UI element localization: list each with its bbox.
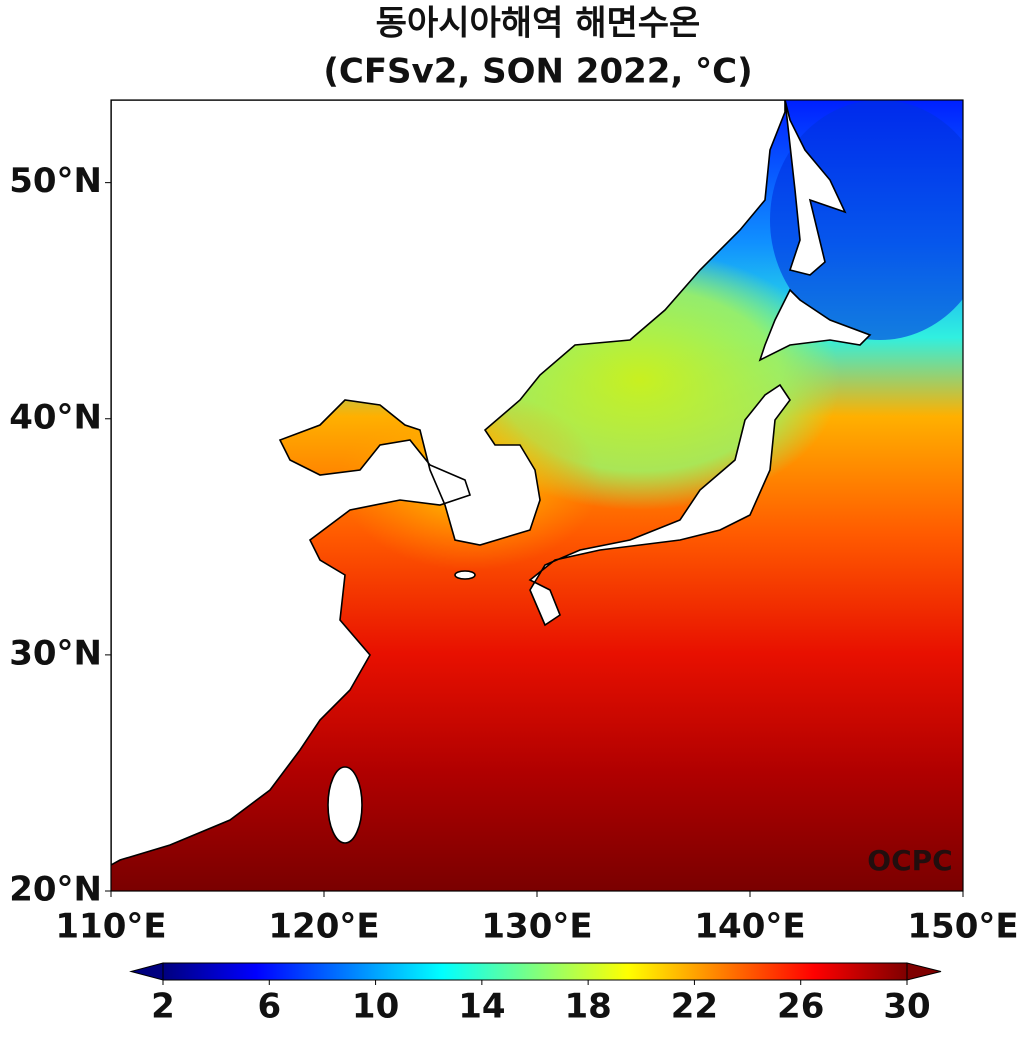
sakhalin <box>784 100 847 276</box>
sea-shading <box>770 100 963 340</box>
colorbar-tick-label: 6 <box>257 987 281 1027</box>
y-tick-label: 40°N <box>9 397 102 437</box>
colorbar-body <box>162 962 908 981</box>
colorbar-tick-label: 10 <box>352 987 399 1027</box>
subtitle: (CFSv2, SON 2022, °C) <box>323 52 752 92</box>
colorbar-tick-label: 30 <box>883 987 930 1027</box>
x-tick-label: 120°E <box>268 907 379 947</box>
y-tick-label: 30°N <box>9 633 102 673</box>
colorbar-tick-label: 18 <box>564 987 611 1027</box>
watermark: OCPC <box>867 844 952 877</box>
colorbar-tick-label: 14 <box>458 987 505 1027</box>
y-tick-label: 20°N <box>9 870 102 910</box>
colorbar-tick-label: 2 <box>151 987 175 1027</box>
japan <box>528 383 791 627</box>
map-field <box>111 100 963 891</box>
x-tick-label: 140°E <box>694 907 805 947</box>
jeju <box>454 570 476 580</box>
y-tick-label: 50°N <box>9 161 102 201</box>
x-tick-label: 150°E <box>907 907 1018 947</box>
x-tick-label: 110°E <box>55 907 166 947</box>
colorbar: 2 6 10 14 18 22 26 30 <box>129 962 942 1027</box>
colorbar-extend-high <box>906 962 942 981</box>
taiwan <box>327 766 363 844</box>
colorbar-tick-label: 22 <box>671 987 718 1027</box>
axes: 110°E 120°E 130°E 140°E 150°E 20°N 30°N 40°N 50°… <box>9 161 1018 946</box>
colorbar-tick-label: 26 <box>777 987 824 1027</box>
hokkaido <box>758 288 872 362</box>
colorbar-extend-low <box>129 962 164 981</box>
land <box>111 100 872 866</box>
x-tick-label: 130°E <box>481 907 592 947</box>
title: 동아시아해역 해면수온 <box>376 4 701 44</box>
mainland <box>111 100 786 866</box>
